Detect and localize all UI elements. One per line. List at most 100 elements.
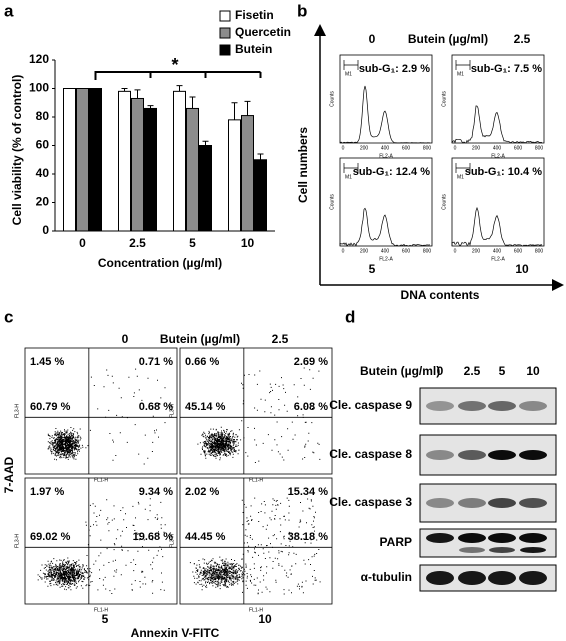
plot-y-label: Counts — [441, 91, 447, 107]
dose-label: 0 — [122, 332, 129, 346]
plot-x-tick: 400 — [493, 248, 502, 254]
plot-x-tick: 800 — [535, 248, 544, 254]
blot-band — [519, 401, 547, 411]
error-bar — [134, 89, 141, 99]
panel-label: a — [4, 1, 14, 20]
histogram-curve — [451, 206, 543, 247]
bar — [144, 107, 157, 232]
blot-band — [488, 401, 516, 411]
histogram-curve — [339, 207, 431, 247]
y-axis-label: Cell numbers — [296, 127, 310, 203]
legend-swatch — [219, 27, 231, 39]
x-tick-label: 2.5 — [129, 236, 146, 250]
quadrant-percent: 45.14 % — [185, 401, 226, 413]
panel-title: Butein (µg/ml) — [160, 332, 240, 346]
plot-x-tick: 200 — [360, 248, 369, 254]
gate-marker — [343, 60, 359, 70]
gate-marker — [343, 163, 359, 173]
y-tick-label: 120 — [29, 52, 49, 66]
histogram-curve — [451, 105, 543, 144]
bar — [118, 90, 131, 232]
histogram-frame — [451, 157, 545, 247]
bar — [76, 88, 89, 232]
y-tick-label: 80 — [36, 109, 50, 123]
bar — [89, 88, 102, 232]
lane-label: 0 — [437, 364, 444, 378]
plot-y-label: Counts — [329, 194, 335, 210]
quadrant-percent: 60.79 % — [30, 401, 71, 413]
plot-x-tick: 600 — [402, 248, 411, 254]
y-tick-label: 60 — [36, 138, 50, 152]
error-bar — [257, 153, 264, 160]
dose-label: 5 — [369, 262, 376, 276]
histogram-frame — [451, 54, 545, 144]
row-label: Cle. caspase 8 — [329, 447, 412, 461]
dose-label: 0 — [369, 32, 376, 46]
histogram-curve — [339, 85, 431, 144]
quadrant-percent: 2.69 % — [294, 356, 328, 368]
legend-swatch — [219, 44, 231, 56]
legend-label: Quercetin — [235, 25, 291, 39]
plot-y-label: Counts — [441, 194, 447, 210]
y-axis-label: Cell viability (% of control) — [10, 75, 24, 226]
significance-bracket — [94, 71, 262, 80]
quadrant-percent: 9.34 % — [139, 486, 173, 498]
plot-x-label: FL2-A — [379, 256, 393, 262]
blot-band — [426, 571, 454, 585]
plot-x-label: FL2-A — [379, 153, 393, 159]
quadrant-percent: 6.08 % — [294, 401, 328, 413]
blot-band — [458, 498, 486, 508]
significance-star: * — [171, 55, 178, 75]
y-tick-label: 20 — [36, 195, 50, 209]
dose-label: 10 — [258, 612, 272, 626]
plot-x-tick: 800 — [423, 145, 432, 151]
blot-band — [489, 547, 515, 553]
error-bar — [244, 100, 251, 116]
plot-x-tick: 0 — [454, 145, 457, 151]
plot-y-label: Counts — [329, 91, 335, 107]
panel-label: d — [345, 307, 355, 326]
panel-title: Butein (µg/ml) — [360, 364, 440, 378]
scatter-dots — [37, 498, 166, 594]
x-axis-label: Annexin V-FITC — [131, 626, 220, 640]
y-axis-label: 7-AAD — [2, 456, 16, 493]
quadrant-percent: 2.02 % — [185, 486, 219, 498]
scatter-dots — [197, 367, 321, 463]
plot-x-tick: 0 — [342, 248, 345, 254]
plot-y-label: FL3-H — [169, 534, 175, 548]
bar — [186, 107, 199, 232]
plot-x-tick: 600 — [514, 145, 523, 151]
plot-x-tick: 0 — [342, 145, 345, 151]
gate-label: M1 — [345, 174, 352, 180]
blot-band — [426, 401, 454, 411]
plot-x-tick: 400 — [381, 145, 390, 151]
plot-x-label: FL1-H — [94, 607, 108, 613]
gate-label: M1 — [457, 71, 464, 77]
blot-band — [426, 498, 454, 508]
row-label: Cle. caspase 9 — [329, 398, 412, 412]
quadrant-percent: 19.68 % — [133, 531, 174, 543]
plot-x-label: FL1-H — [94, 477, 108, 483]
bar — [131, 97, 144, 232]
quadrant-percent: 0.66 % — [185, 356, 219, 368]
x-tick-label: 5 — [189, 236, 196, 250]
plot-label: sub-G₁: 7.5 % — [471, 63, 542, 75]
plot-x-tick: 800 — [535, 145, 544, 151]
bar — [241, 115, 254, 232]
quadrant-percent: 69.02 % — [30, 531, 71, 543]
x-tick-label: 0 — [79, 236, 86, 250]
bar — [173, 90, 186, 232]
error-bar — [147, 105, 154, 109]
blot-band — [519, 450, 547, 460]
plot-x-label: FL2-A — [491, 153, 505, 159]
plot-y-label: FL3-H — [14, 404, 20, 418]
plot-x-label: FL1-H — [249, 607, 263, 613]
dose-label: 10 — [515, 262, 529, 276]
x-axis-label: Concentration (µg/ml) — [98, 256, 222, 270]
scatter-frame — [24, 477, 178, 605]
error-bar — [176, 85, 183, 92]
plot-x-tick: 200 — [472, 145, 481, 151]
scatter-dots — [189, 497, 321, 595]
y-tick-label: 100 — [29, 81, 49, 95]
plot-x-label: FL2-A — [491, 256, 505, 262]
